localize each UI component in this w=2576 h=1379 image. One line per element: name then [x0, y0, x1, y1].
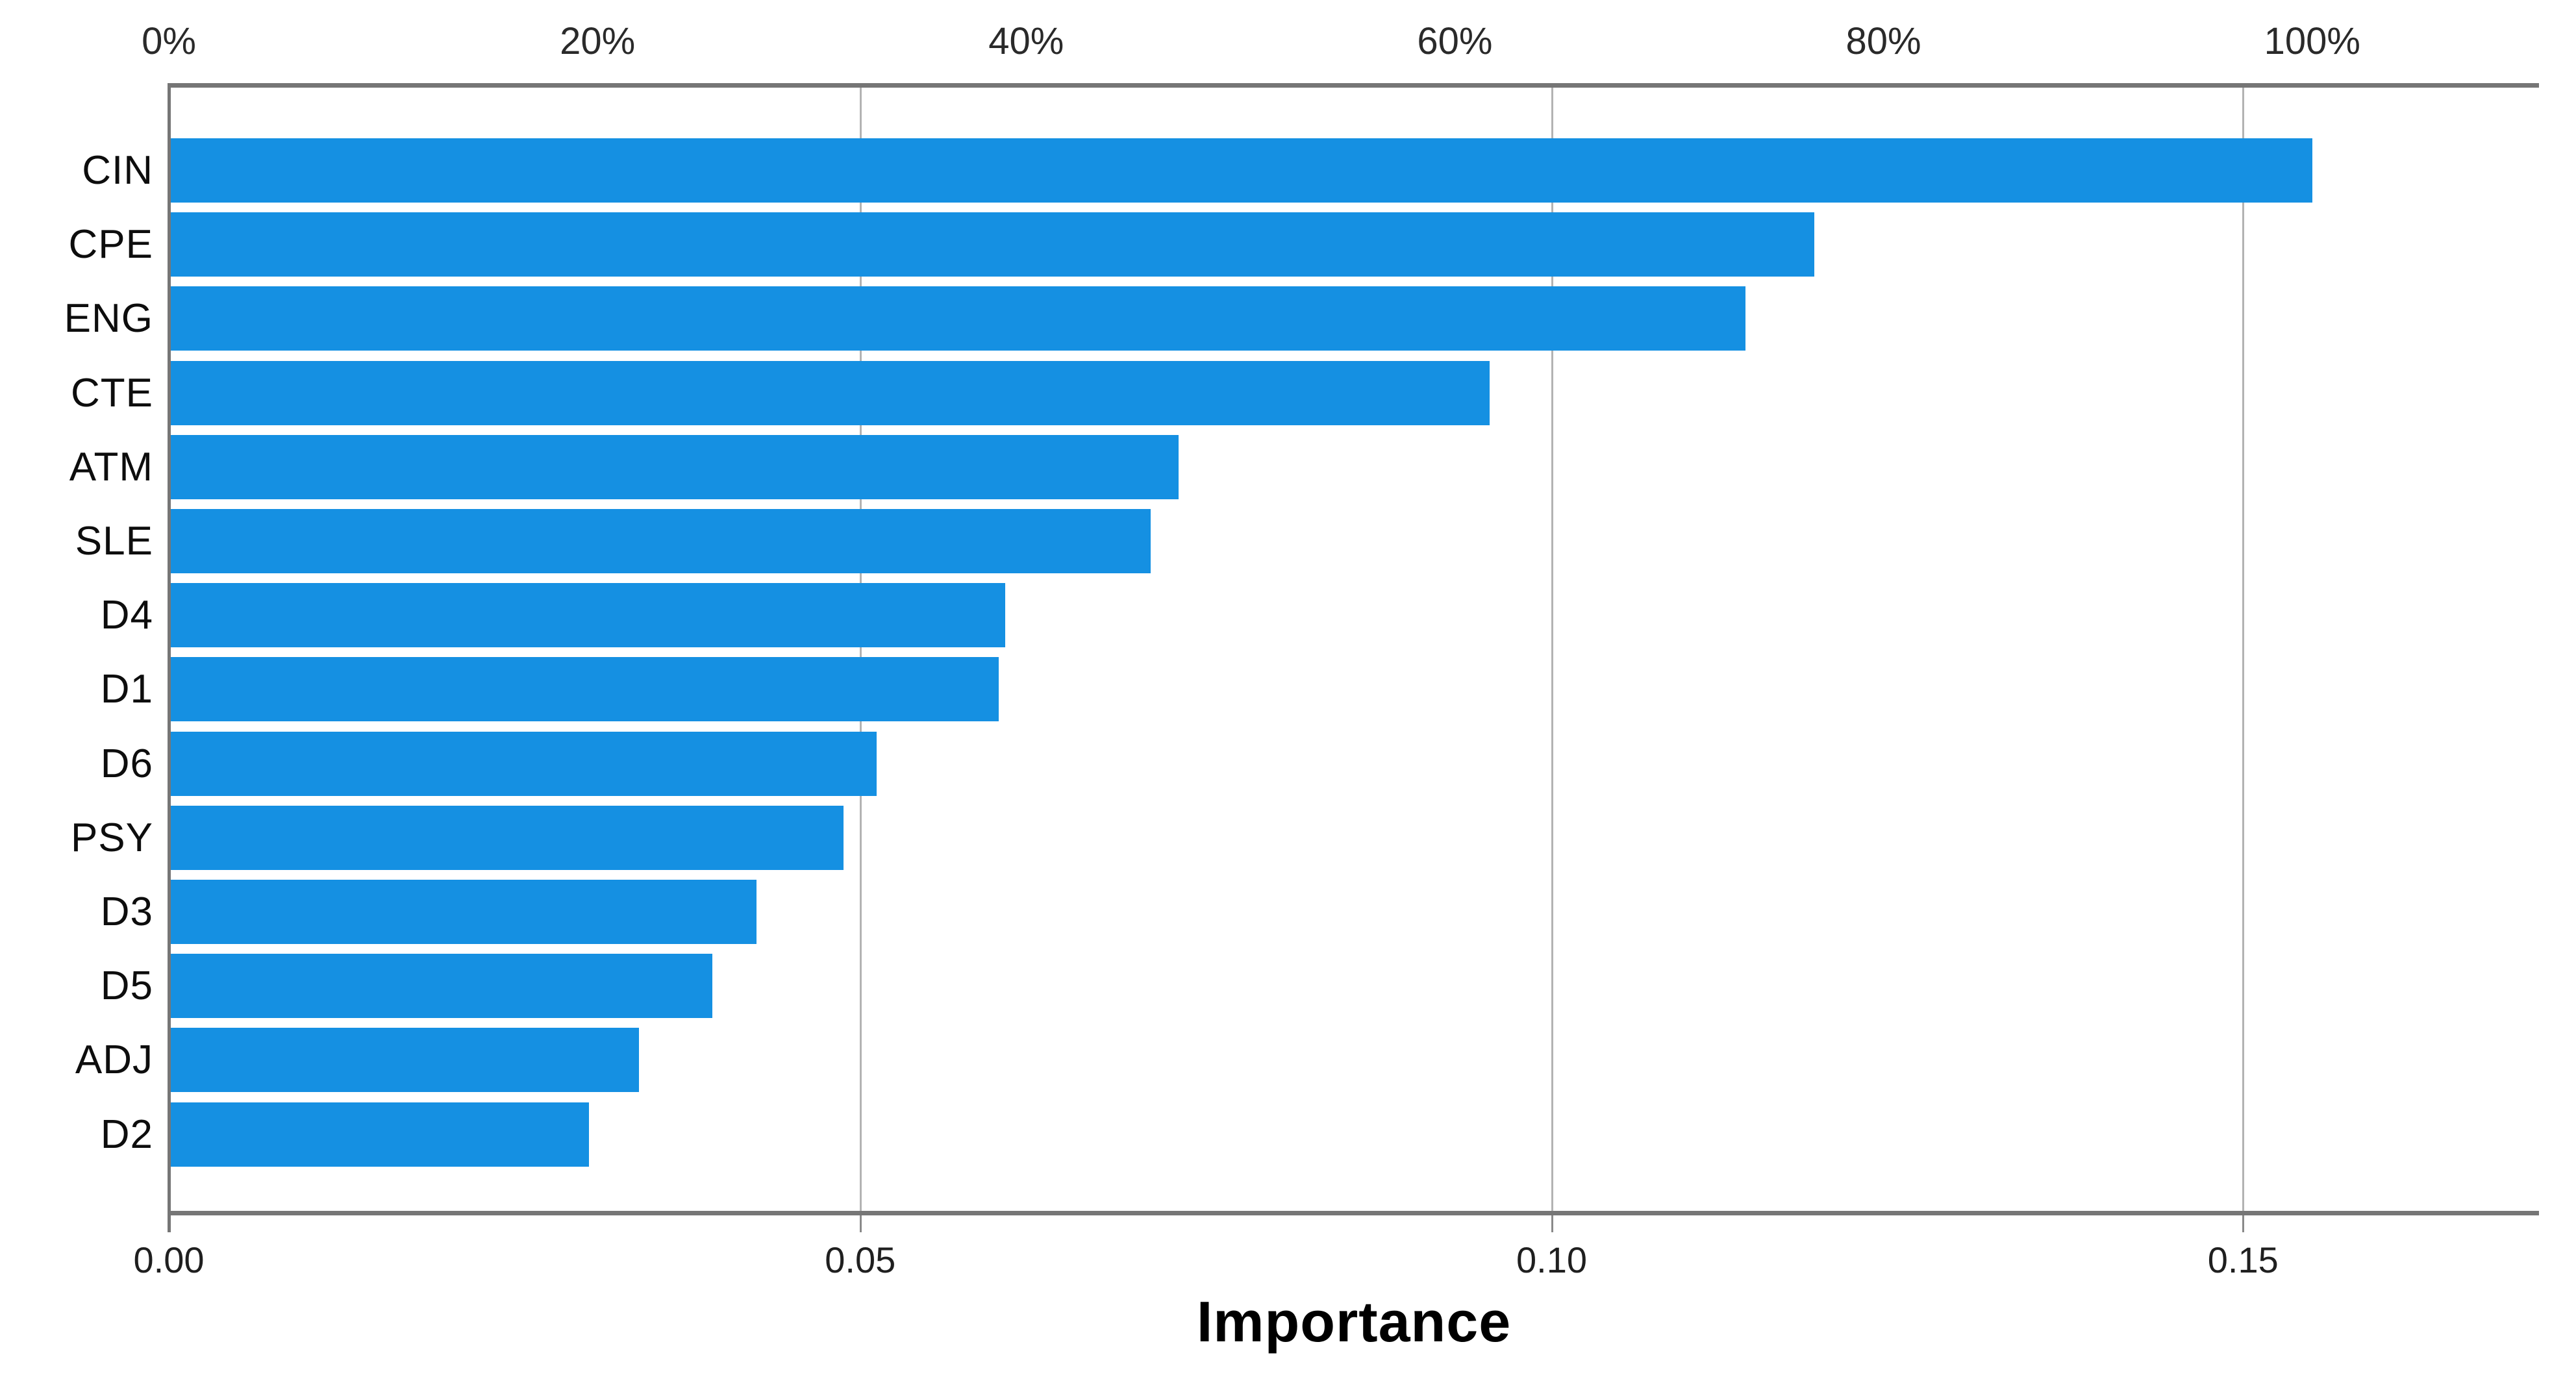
bottom-axis-line [168, 1211, 2539, 1215]
top-axis-tick-label: 80% [1845, 20, 1921, 62]
category-label-sle: SLE [75, 519, 153, 564]
importance-bar-cte [171, 360, 1490, 425]
importance-bar-d4 [171, 583, 1006, 648]
top-axis-tick-label: 40% [988, 20, 1064, 62]
bottom-axis-tick-mark [2242, 1215, 2245, 1232]
category-label-eng: ENG [64, 296, 153, 342]
importance-bar-cin [171, 138, 2312, 203]
importance-bar-d3 [171, 880, 757, 944]
importance-bar-atm [171, 434, 1179, 499]
importance-bar-psy [171, 805, 844, 870]
importance-bar-adj [171, 1028, 640, 1093]
bottom-axis-tick-label: 0.05 [825, 1239, 896, 1280]
importance-bar-d2 [171, 1102, 590, 1167]
left-axis-line [168, 83, 171, 1232]
importance-bar-d6 [171, 731, 877, 796]
category-label-d6: D6 [100, 741, 153, 786]
top-axis-tick-label: 60% [1417, 20, 1493, 62]
bottom-axis-tick-mark [1551, 1215, 1553, 1232]
category-label-cpe: CPE [68, 222, 153, 267]
vertical-gridline [2242, 88, 2245, 1211]
category-label-d1: D1 [100, 667, 153, 712]
category-label-d2: D2 [100, 1112, 153, 1157]
importance-bar-eng [171, 286, 1745, 351]
importance-bar-d1 [171, 657, 999, 722]
category-label-d4: D4 [100, 593, 153, 638]
category-label-psy: PSY [70, 815, 153, 860]
bottom-axis-tick-label: 0.00 [133, 1239, 205, 1280]
category-label-adj: ADJ [75, 1037, 153, 1083]
vertical-gridline [859, 88, 862, 1211]
vertical-gridline [1551, 88, 1553, 1211]
x-axis-title: Importance [1196, 1289, 1512, 1354]
category-label-cte: CTE [71, 370, 153, 416]
importance-bar-d5 [171, 954, 712, 1019]
top-axis-tick-label: 20% [560, 20, 636, 62]
bottom-axis-tick-label: 0.10 [1516, 1239, 1588, 1280]
top-axis-line [168, 83, 2539, 88]
category-label-cin: CIN [82, 148, 153, 193]
top-axis-tick-label: 100% [2264, 20, 2360, 62]
category-label-d3: D3 [100, 889, 153, 934]
category-label-d5: D5 [100, 963, 153, 1009]
importance-bar-sle [171, 509, 1151, 573]
category-label-atm: ATM [69, 444, 153, 490]
top-axis-tick-label: 0% [142, 20, 196, 62]
importance-bar-cpe [171, 212, 1815, 277]
bottom-axis-tick-mark [859, 1215, 862, 1232]
bottom-axis-tick-label: 0.15 [2207, 1239, 2279, 1280]
